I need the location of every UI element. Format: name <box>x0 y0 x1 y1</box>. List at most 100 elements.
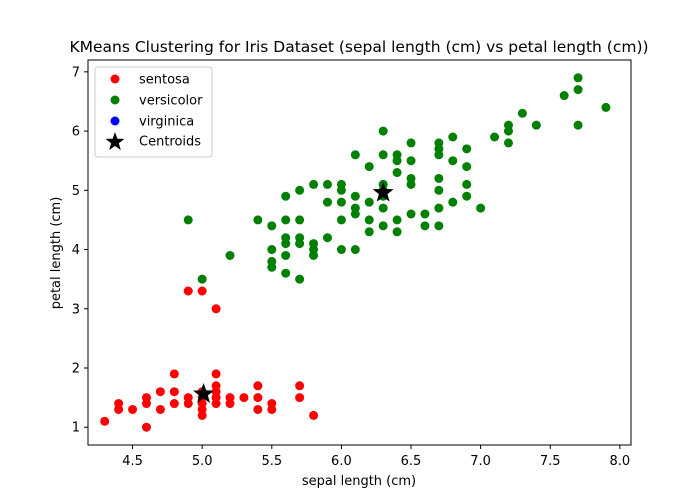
point-versicolor <box>336 179 346 189</box>
point-versicolor <box>462 144 472 154</box>
legend-marker-sentosa <box>110 74 120 84</box>
legend-marker-virginica <box>110 116 120 126</box>
centroid-layer <box>193 181 394 403</box>
point-versicolor <box>281 215 291 225</box>
point-versicolor <box>322 233 332 243</box>
y-tick-label: 4 <box>72 243 80 258</box>
point-sentosa <box>211 304 221 314</box>
x-tick-label: 4.5 <box>122 454 143 469</box>
legend: sentosa versicolor virginica Centroids <box>94 66 213 158</box>
point-versicolor <box>378 221 388 231</box>
point-versicolor <box>573 73 583 83</box>
point-versicolor <box>392 215 402 225</box>
point-sentosa <box>253 381 263 391</box>
point-versicolor <box>448 156 458 166</box>
legend-label-centroids: Centroids <box>139 135 201 150</box>
point-versicolor <box>281 268 291 278</box>
point-versicolor <box>378 203 388 213</box>
point-sentosa <box>225 393 235 403</box>
point-versicolor <box>462 179 472 189</box>
point-sentosa <box>155 404 165 414</box>
point-versicolor <box>559 91 569 101</box>
point-sentosa <box>253 404 263 414</box>
centroid-marker <box>193 383 215 403</box>
point-versicolor <box>295 233 305 243</box>
point-versicolor <box>448 132 458 142</box>
y-tick-label: 1 <box>72 421 80 436</box>
point-sentosa <box>295 393 305 403</box>
point-sentosa <box>155 387 165 397</box>
point-versicolor <box>601 102 611 112</box>
point-versicolor <box>378 126 388 136</box>
point-versicolor <box>281 250 291 260</box>
point-versicolor <box>462 191 472 201</box>
point-versicolor <box>309 239 319 249</box>
point-versicolor <box>336 197 346 207</box>
point-versicolor <box>197 274 207 284</box>
point-versicolor <box>281 191 291 201</box>
point-versicolor <box>336 245 346 255</box>
point-versicolor <box>434 138 444 148</box>
point-sentosa <box>267 399 277 409</box>
point-versicolor <box>267 256 277 266</box>
point-sentosa <box>239 393 249 403</box>
point-versicolor <box>406 156 416 166</box>
centroid-marker <box>372 181 394 202</box>
point-sentosa <box>211 381 221 391</box>
point-sentosa <box>141 393 151 403</box>
point-versicolor <box>295 215 305 225</box>
point-sentosa <box>309 410 319 420</box>
legend-box <box>94 66 213 158</box>
point-versicolor <box>406 209 416 219</box>
point-versicolor <box>281 233 291 243</box>
point-versicolor <box>434 203 444 213</box>
point-versicolor <box>322 197 332 207</box>
point-versicolor <box>364 197 374 207</box>
point-versicolor <box>295 185 305 195</box>
point-versicolor <box>364 162 374 172</box>
y-tick-label: 5 <box>72 184 80 199</box>
point-versicolor <box>350 191 360 201</box>
point-versicolor <box>350 203 360 213</box>
point-versicolor <box>434 173 444 183</box>
point-versicolor <box>295 274 305 284</box>
x-tick-label: 5.0 <box>192 454 213 469</box>
x-axis: 4.5 5.0 5.5 6.0 6.5 7.0 7.5 8.0 <box>122 445 630 469</box>
point-versicolor <box>462 162 472 172</box>
point-versicolor <box>225 250 235 260</box>
point-versicolor <box>364 215 374 225</box>
x-tick-label: 6.5 <box>401 454 422 469</box>
point-versicolor <box>490 132 500 142</box>
point-versicolor <box>573 120 583 130</box>
point-versicolor <box>434 185 444 195</box>
legend-label-versicolor: versicolor <box>139 94 203 109</box>
x-tick-label: 8.0 <box>610 454 631 469</box>
point-versicolor <box>531 120 541 130</box>
axes-border <box>87 59 632 446</box>
point-versicolor <box>309 179 319 189</box>
point-versicolor <box>420 221 430 231</box>
y-tick-label: 2 <box>72 362 80 377</box>
point-sentosa <box>100 416 110 426</box>
point-versicolor <box>322 179 332 189</box>
y-tick-label: 3 <box>72 302 80 317</box>
point-versicolor <box>503 138 513 148</box>
point-versicolor <box>364 227 374 237</box>
point-versicolor <box>253 215 263 225</box>
legend-item-sentosa: sentosa <box>110 73 190 88</box>
point-versicolor <box>406 138 416 148</box>
y-tick-label: 7 <box>72 65 80 80</box>
point-sentosa <box>197 286 207 296</box>
point-versicolor <box>448 197 458 207</box>
x-tick-label: 7.5 <box>540 454 561 469</box>
point-versicolor <box>434 221 444 231</box>
legend-marker-centroids <box>105 132 125 151</box>
point-versicolor <box>267 221 277 231</box>
point-versicolor <box>350 150 360 160</box>
point-versicolor <box>350 245 360 255</box>
x-tick-label: 7.0 <box>470 454 491 469</box>
point-versicolor <box>420 209 430 219</box>
point-sentosa <box>169 369 179 379</box>
point-versicolor <box>573 85 583 95</box>
